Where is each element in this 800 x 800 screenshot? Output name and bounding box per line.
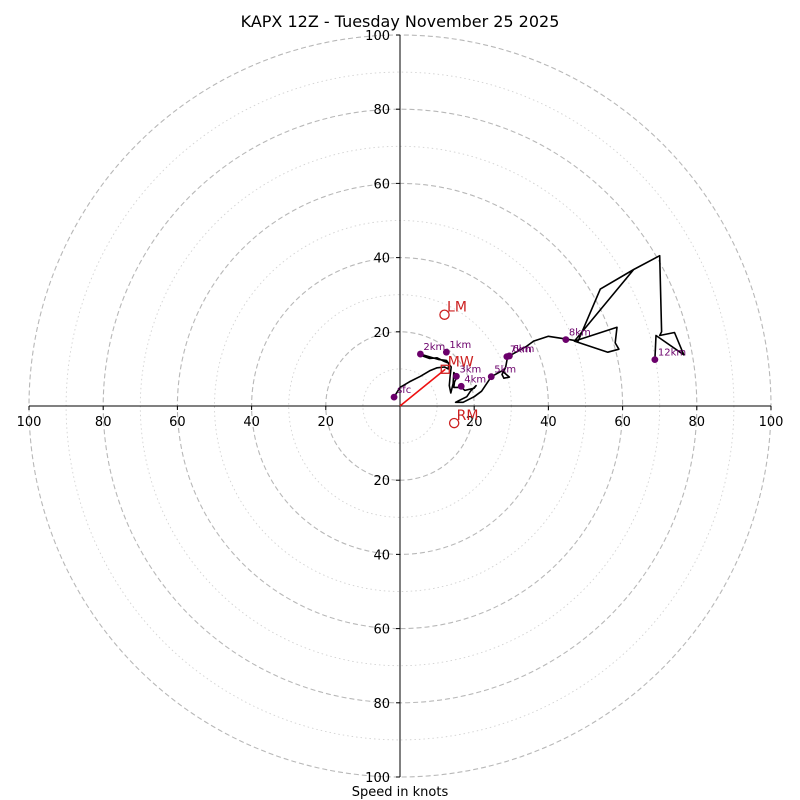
x-axis-label: Speed in knots (352, 785, 449, 800)
y-tick-label: 60 (373, 177, 390, 192)
x-tick-label: 40 (540, 415, 557, 430)
height-point (487, 373, 495, 381)
shear-vector (399, 368, 446, 407)
y-tick-label: 40 (373, 548, 390, 563)
height-point (452, 372, 460, 380)
height-point-label: 2km (423, 342, 445, 353)
height-point-label: sfc (397, 385, 411, 396)
y-tick-label: 80 (373, 103, 390, 118)
x-tick-label: 80 (689, 415, 706, 430)
y-tick-label: 20 (373, 474, 390, 489)
tick-labels: 100 80 60 40 20 20 40 60 80 100 100 80 60 40 20 20 40 60 8… (17, 29, 784, 786)
height-point (503, 353, 511, 361)
height-point (442, 348, 450, 356)
hodograph-trace (393, 254, 685, 407)
chart-title: KAPX 12Z - Tuesday November 25 2025 (241, 12, 560, 31)
marker-square (440, 364, 450, 374)
x-tick-label: 100 (17, 415, 42, 430)
height-point (390, 393, 398, 401)
x-tick-label: 20 (318, 415, 335, 430)
x-tick-label: 80 (95, 415, 112, 430)
height-point (562, 336, 570, 343)
marker-circle (439, 309, 450, 320)
height-point-label: 12km (658, 348, 686, 359)
height-point-label: 1km (449, 340, 471, 351)
height-point (417, 350, 424, 358)
y-tick-label: 40 (373, 252, 390, 267)
height-point-label: 7km (510, 345, 532, 356)
marker-label: LM (447, 300, 467, 316)
y-tick-label: 80 (373, 697, 390, 712)
y-tick-label: 20 (373, 326, 390, 341)
x-tick-label: 60 (614, 415, 631, 430)
height-point-label: 5km (494, 365, 516, 376)
x-tick-label: 20 (466, 415, 483, 430)
marker-circle (448, 417, 460, 429)
height-point (651, 356, 659, 364)
storm-motion-markers: LM MW RM (439, 300, 479, 429)
y-tick-label: 60 (373, 623, 390, 638)
height-point-label: 6km (512, 344, 534, 355)
height-point (457, 382, 465, 390)
marker-label: MW (448, 354, 474, 370)
marker-label: RM (457, 408, 479, 424)
x-tick-label: 100 (759, 415, 784, 430)
hodograph-line (393, 254, 685, 404)
height-point-label: 4km (464, 374, 486, 385)
height-point-label: 8km (569, 328, 591, 339)
y-tick-label: 100 (365, 771, 390, 786)
x-tick-label: 40 (243, 415, 260, 430)
y-tick-label: 100 (365, 29, 390, 44)
height-point-label: 3km (459, 364, 481, 375)
x-tick-label: 60 (169, 415, 186, 430)
